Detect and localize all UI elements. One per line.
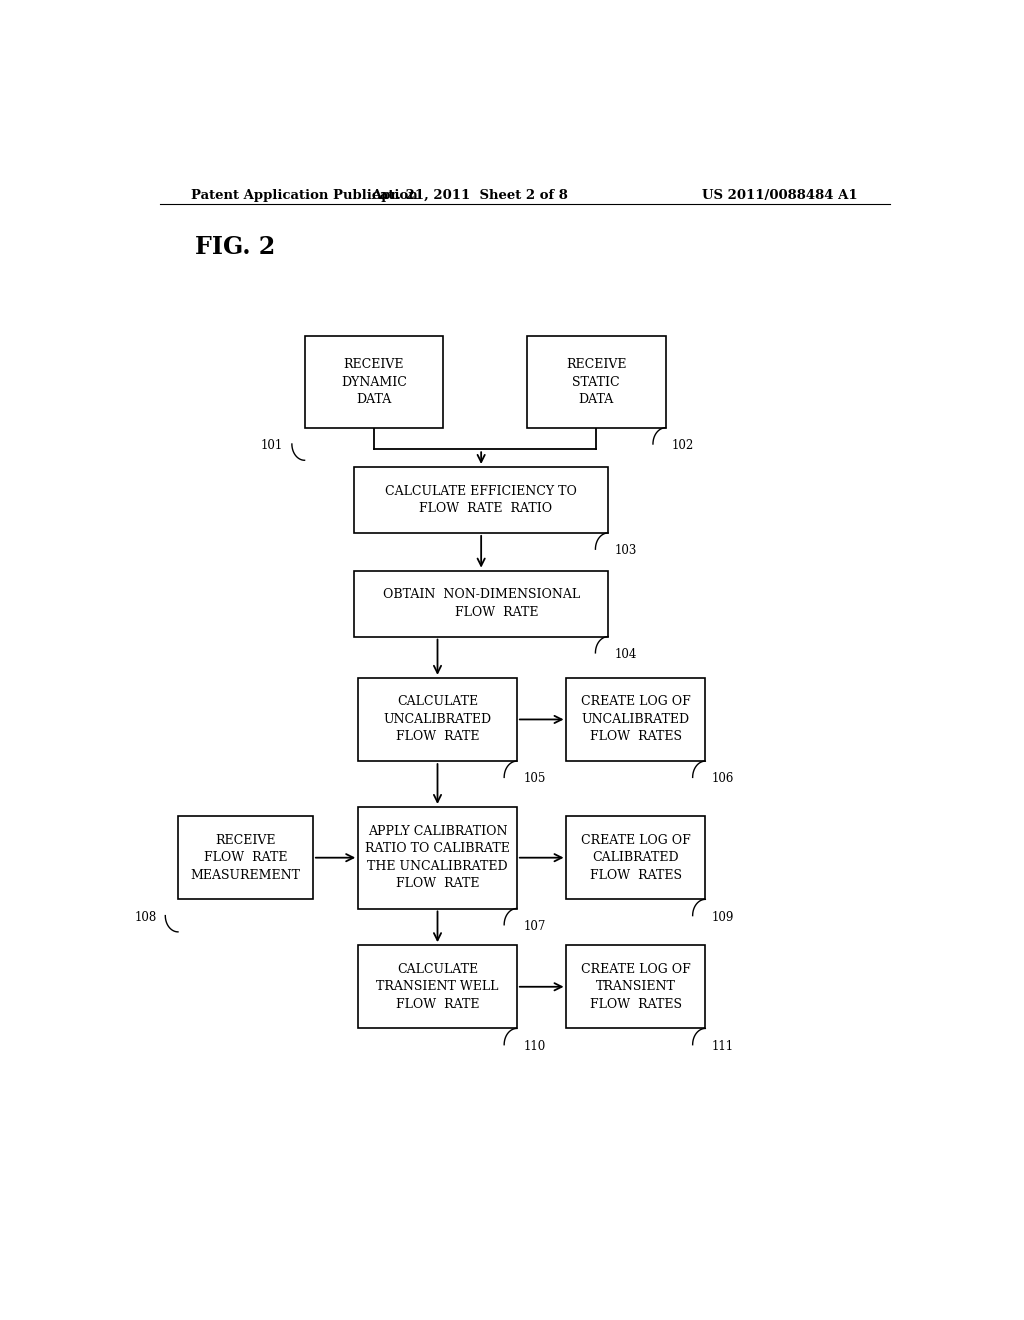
Text: FIG. 2: FIG. 2 (196, 235, 275, 259)
Bar (304, 337, 443, 428)
Text: 108: 108 (134, 911, 157, 924)
Bar (526, 337, 666, 428)
Text: CALCULATE EFFICIENCY TO
  FLOW  RATE  RATIO: CALCULATE EFFICIENCY TO FLOW RATE RATIO (385, 484, 578, 515)
Text: 102: 102 (672, 440, 694, 451)
Text: 110: 110 (523, 1040, 546, 1052)
Text: 101: 101 (261, 440, 284, 451)
Bar (566, 677, 706, 762)
Text: 104: 104 (614, 648, 637, 661)
Text: Patent Application Publication: Patent Application Publication (191, 189, 418, 202)
Text: 106: 106 (712, 772, 734, 785)
Text: 107: 107 (523, 920, 546, 933)
Text: CREATE LOG OF
CALIBRATED
FLOW  RATES: CREATE LOG OF CALIBRATED FLOW RATES (581, 834, 691, 882)
Bar (566, 816, 706, 899)
Bar (178, 816, 313, 899)
Bar (358, 677, 517, 762)
Bar (354, 467, 608, 533)
Text: RECEIVE
FLOW  RATE
MEASUREMENT: RECEIVE FLOW RATE MEASUREMENT (190, 834, 300, 882)
Text: Apr. 21, 2011  Sheet 2 of 8: Apr. 21, 2011 Sheet 2 of 8 (371, 189, 567, 202)
Bar (358, 945, 517, 1028)
Text: 109: 109 (712, 911, 734, 924)
Bar (354, 570, 608, 636)
Text: OBTAIN  NON-DIMENSIONAL
        FLOW  RATE: OBTAIN NON-DIMENSIONAL FLOW RATE (383, 589, 580, 619)
Text: CREATE LOG OF
TRANSIENT
FLOW  RATES: CREATE LOG OF TRANSIENT FLOW RATES (581, 962, 691, 1011)
Text: CREATE LOG OF
UNCALIBRATED
FLOW  RATES: CREATE LOG OF UNCALIBRATED FLOW RATES (581, 696, 691, 743)
Text: RECEIVE
STATIC
DATA: RECEIVE STATIC DATA (566, 358, 627, 407)
Text: 105: 105 (523, 772, 546, 785)
Bar (358, 807, 517, 908)
Text: CALCULATE
UNCALIBRATED
FLOW  RATE: CALCULATE UNCALIBRATED FLOW RATE (383, 696, 492, 743)
Text: US 2011/0088484 A1: US 2011/0088484 A1 (702, 189, 858, 202)
Bar (566, 945, 706, 1028)
Text: 111: 111 (712, 1040, 734, 1052)
Text: APPLY CALIBRATION
RATIO TO CALIBRATE
THE UNCALIBRATED
FLOW  RATE: APPLY CALIBRATION RATIO TO CALIBRATE THE… (366, 825, 510, 891)
Text: CALCULATE
TRANSIENT WELL
FLOW  RATE: CALCULATE TRANSIENT WELL FLOW RATE (376, 962, 499, 1011)
Text: RECEIVE
DYNAMIC
DATA: RECEIVE DYNAMIC DATA (341, 358, 407, 407)
Text: 103: 103 (614, 544, 637, 557)
